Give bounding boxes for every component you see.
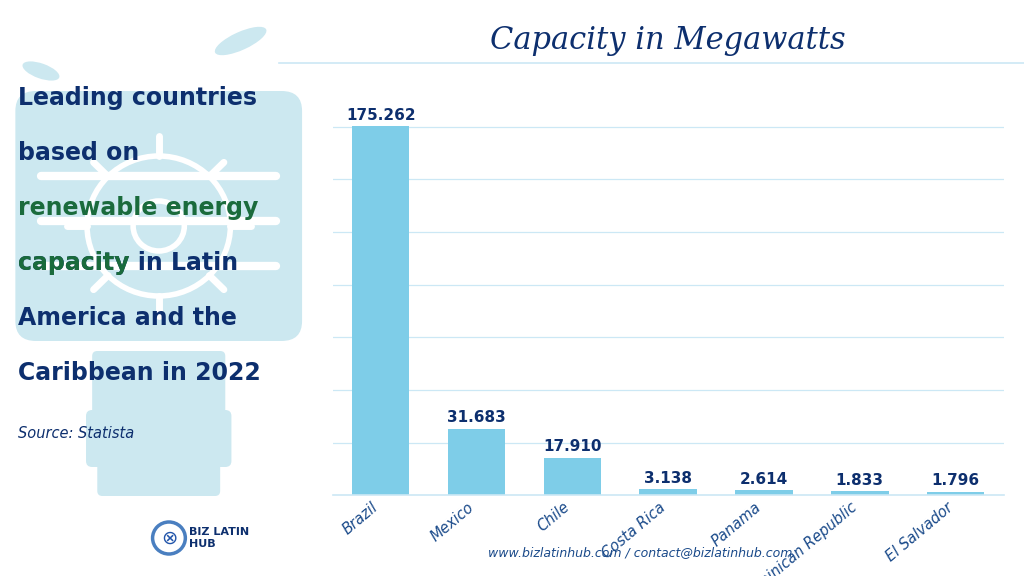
Bar: [735, 490, 793, 495]
Text: Leading countries: Leading countries: [18, 86, 257, 110]
Bar: [544, 457, 601, 495]
Text: 175.262: 175.262: [346, 108, 416, 123]
Text: 17.910: 17.910: [543, 439, 601, 454]
Text: Caribbean in 2022: Caribbean in 2022: [18, 361, 261, 385]
Bar: [639, 489, 697, 495]
Text: Source: Statista: Source: Statista: [18, 426, 135, 441]
Text: 1.833: 1.833: [836, 473, 884, 488]
Bar: [447, 429, 505, 495]
Text: BIZ LATIN
HUB: BIZ LATIN HUB: [189, 527, 250, 549]
Text: ⊗: ⊗: [161, 529, 177, 548]
Text: 3.138: 3.138: [644, 471, 692, 486]
Ellipse shape: [215, 27, 266, 55]
Text: capacity in Latin: capacity in Latin: [18, 251, 239, 275]
Text: 2.614: 2.614: [740, 472, 788, 487]
Bar: [927, 491, 984, 495]
Text: capacity: capacity: [18, 251, 130, 275]
Text: based on: based on: [18, 141, 139, 165]
FancyBboxPatch shape: [86, 410, 231, 467]
Text: America and the: America and the: [18, 306, 238, 330]
Text: 31.683: 31.683: [447, 411, 506, 426]
FancyBboxPatch shape: [15, 91, 302, 341]
FancyBboxPatch shape: [92, 351, 225, 426]
Bar: [352, 126, 410, 495]
Text: renewable energy: renewable energy: [18, 196, 259, 220]
Bar: [831, 491, 889, 495]
Text: www.bizlatinhub.com / contact@bizlatinhub.com: www.bizlatinhub.com / contact@bizlatinhu…: [487, 547, 793, 559]
Ellipse shape: [23, 62, 59, 81]
Text: 1.796: 1.796: [932, 473, 980, 488]
Title: Capacity in Megawatts: Capacity in Megawatts: [490, 25, 846, 56]
FancyBboxPatch shape: [97, 451, 220, 496]
